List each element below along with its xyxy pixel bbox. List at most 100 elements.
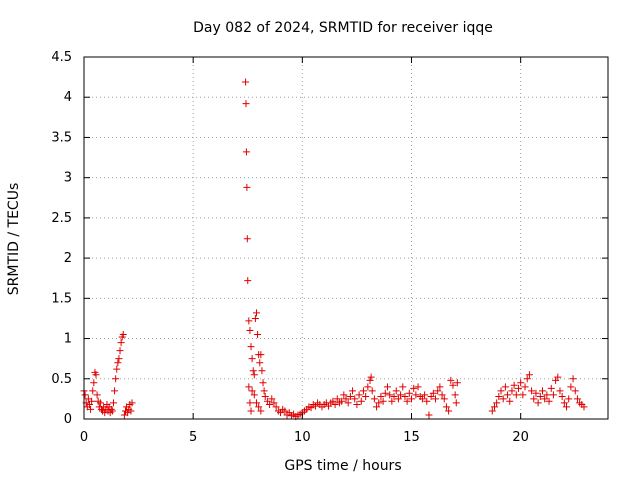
data-point: [560, 399, 568, 407]
data-point: [272, 403, 280, 411]
data-point: [453, 379, 461, 387]
y-tick-label: 3: [64, 171, 72, 186]
data-point: [258, 367, 266, 375]
data-point: [488, 407, 496, 415]
y-axis-label: SRMTID / TECUs: [6, 183, 22, 296]
data-point: [331, 401, 339, 409]
data-point: [90, 379, 98, 387]
data-point: [257, 351, 265, 359]
data-point: [381, 389, 389, 397]
y-tick-label: 3.5: [51, 130, 72, 145]
data-point: [367, 373, 375, 381]
data-point: [247, 343, 255, 351]
data-point: [373, 403, 381, 411]
data-point: [375, 399, 383, 407]
data-point: [250, 391, 258, 399]
data-point: [255, 403, 263, 411]
data-point: [573, 395, 581, 403]
data-point: [403, 397, 411, 405]
data-point: [115, 355, 123, 363]
data-point: [117, 339, 125, 347]
data-point: [558, 392, 566, 400]
data-point: [397, 391, 405, 399]
data-point: [128, 399, 136, 407]
data-point: [127, 407, 135, 415]
data-point: [425, 411, 433, 419]
data-point: [536, 392, 544, 400]
data-point: [107, 405, 115, 413]
data-point: [447, 376, 455, 384]
data-point: [436, 383, 444, 391]
data-point: [445, 407, 453, 415]
data-point: [541, 395, 549, 403]
data-point: [366, 376, 374, 384]
data-point: [89, 387, 97, 395]
data-point: [565, 395, 573, 403]
data-point: [523, 375, 531, 383]
data-point: [344, 399, 352, 407]
data-point: [514, 384, 522, 392]
data-point: [340, 391, 348, 399]
data-point: [449, 381, 457, 389]
data-point: [512, 391, 520, 399]
data-point: [247, 407, 255, 415]
data-point: [525, 371, 533, 379]
data-points: [80, 78, 588, 421]
data-point: [96, 399, 104, 407]
data-point: [248, 355, 256, 363]
data-point: [508, 387, 516, 395]
data-point: [569, 375, 577, 383]
data-point: [379, 397, 387, 405]
y-tick-label: 4.5: [51, 50, 72, 65]
data-point: [260, 387, 268, 395]
data-point: [111, 387, 119, 395]
grid-lines: [84, 57, 608, 419]
data-point: [432, 395, 440, 403]
data-point: [429, 389, 437, 397]
data-point: [87, 405, 95, 413]
data-point: [386, 391, 394, 399]
data-point: [510, 381, 518, 389]
data-point: [113, 365, 121, 373]
data-point: [246, 399, 254, 407]
y-tick-label: 2: [64, 251, 72, 266]
data-point: [388, 397, 396, 405]
plot-area: [83, 56, 609, 420]
data-point: [256, 359, 264, 367]
data-point: [254, 331, 262, 339]
data-point: [412, 391, 420, 399]
y-tick-label: 1: [64, 332, 72, 347]
data-point: [93, 391, 101, 399]
data-point: [519, 391, 527, 399]
data-point: [442, 403, 450, 411]
x-tick-labels: 0 5 10 15 20: [80, 430, 529, 445]
data-point: [342, 395, 350, 403]
data-point: [545, 397, 553, 405]
data-point: [517, 379, 525, 387]
data-point: [257, 407, 265, 415]
data-point: [119, 331, 127, 339]
x-tick-label: 0: [80, 430, 88, 445]
data-point: [438, 391, 446, 399]
data-point: [401, 392, 409, 400]
data-point: [243, 235, 251, 243]
data-point: [506, 397, 514, 405]
data-point: [567, 383, 575, 391]
data-point: [504, 391, 512, 399]
data-point: [528, 387, 536, 395]
data-point: [370, 395, 378, 403]
data-point: [259, 379, 267, 387]
data-point: [355, 391, 363, 399]
data-point: [268, 395, 276, 403]
data-point: [383, 383, 391, 391]
data-point: [252, 309, 260, 317]
data-point: [368, 387, 376, 395]
data-point: [405, 389, 413, 397]
data-point: [563, 403, 571, 411]
data-point: [81, 391, 89, 399]
data-point: [499, 395, 507, 403]
data-point: [414, 383, 422, 391]
data-point: [490, 403, 498, 411]
data-point: [266, 401, 274, 409]
